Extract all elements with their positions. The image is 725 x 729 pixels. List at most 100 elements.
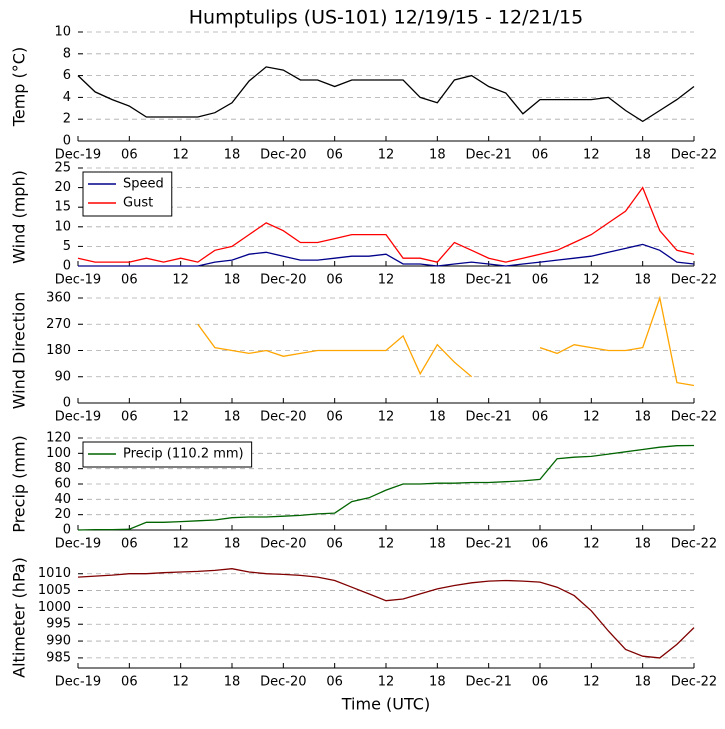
x-tick-label: Dec-22 [671, 410, 717, 425]
x-tick-label: 12 [583, 148, 600, 163]
y-tick-label: 60 [54, 477, 71, 492]
x-tick-label: 12 [378, 675, 395, 690]
x-axis-label: Time (UTC) [341, 695, 430, 714]
x-tick-label: 06 [121, 675, 138, 690]
x-tick-label: 18 [224, 675, 241, 690]
x-tick-label: Dec-19 [55, 675, 101, 690]
x-tick-label: 12 [172, 148, 189, 163]
data-line [197, 295, 695, 387]
y-tick-label: 2 [63, 112, 71, 127]
y-tick-label: 0 [63, 523, 71, 538]
y-tick-label: 120 [46, 431, 71, 446]
y-tick-label: 180 [46, 343, 71, 358]
x-tick-label: 18 [224, 273, 241, 288]
x-tick-label: 18 [429, 675, 446, 690]
x-tick-label: Dec-20 [260, 537, 306, 552]
y-tick-label: 10 [54, 25, 71, 40]
y-tick-label: 985 [46, 650, 71, 665]
legend-label: Precip (110.2 mm) [123, 447, 244, 462]
x-tick-label: 12 [172, 410, 189, 425]
y-tick-label: 20 [54, 507, 71, 522]
x-tick-label: 18 [224, 537, 241, 552]
x-tick-label: 06 [326, 537, 343, 552]
x-tick-label: 06 [326, 675, 343, 690]
y-tick-label: 90 [54, 369, 71, 384]
y-tick-label: 6 [63, 68, 71, 83]
x-tick-label: 06 [532, 537, 549, 552]
x-tick-label: 18 [224, 410, 241, 425]
x-tick-label: 06 [532, 410, 549, 425]
x-tick-label: 06 [532, 148, 549, 163]
x-tick-label: 12 [172, 537, 189, 552]
y-axis-label: Precip (mm) [10, 435, 29, 533]
x-tick-label: 18 [634, 410, 651, 425]
x-tick-label: Dec-21 [465, 675, 511, 690]
x-tick-label: 12 [583, 273, 600, 288]
x-tick-label: 06 [326, 410, 343, 425]
x-tick-label: 06 [326, 148, 343, 163]
x-tick-label: Dec-19 [55, 410, 101, 425]
x-tick-label: 06 [532, 273, 549, 288]
x-tick-label: 12 [378, 537, 395, 552]
y-tick-label: 1005 [38, 583, 71, 598]
x-tick-label: 12 [583, 410, 600, 425]
x-tick-label: 12 [378, 273, 395, 288]
x-tick-label: Dec-22 [671, 537, 717, 552]
x-tick-label: 06 [121, 410, 138, 425]
y-tick-label: 0 [63, 396, 71, 411]
x-tick-label: 12 [172, 675, 189, 690]
y-axis-label: Temp (°C) [10, 47, 29, 127]
x-tick-label: 12 [378, 410, 395, 425]
y-tick-label: 8 [63, 46, 71, 61]
x-tick-label: Dec-19 [55, 537, 101, 552]
data-line [77, 568, 695, 659]
x-tick-label: Dec-20 [260, 148, 306, 163]
x-tick-label: Dec-21 [465, 537, 511, 552]
data-line [77, 186, 695, 263]
x-tick-label: Dec-19 [55, 148, 101, 163]
y-tick-label: 40 [54, 492, 71, 507]
y-tick-label: 15 [54, 200, 71, 215]
y-tick-label: 1010 [38, 566, 71, 581]
x-tick-label: Dec-20 [260, 675, 306, 690]
x-tick-label: 18 [224, 148, 241, 163]
x-tick-label: 18 [634, 273, 651, 288]
x-tick-label: 18 [634, 148, 651, 163]
x-tick-label: Dec-19 [55, 273, 101, 288]
x-tick-label: Dec-22 [671, 148, 717, 163]
x-tick-label: 06 [121, 537, 138, 552]
x-tick-label: 18 [429, 148, 446, 163]
y-tick-label: 1000 [38, 600, 71, 615]
x-tick-label: Dec-21 [465, 273, 511, 288]
x-tick-label: 12 [172, 273, 189, 288]
legend-box [82, 171, 173, 217]
x-tick-label: 12 [583, 675, 600, 690]
legend-label: Gust [123, 196, 153, 211]
x-tick-label: 18 [634, 537, 651, 552]
y-tick-label: 100 [46, 446, 71, 461]
x-tick-label: 12 [378, 148, 395, 163]
y-tick-label: 4 [63, 90, 71, 105]
y-tick-label: 990 [46, 634, 71, 649]
y-tick-label: 995 [46, 617, 71, 632]
y-tick-label: 25 [54, 161, 71, 176]
data-line [78, 243, 695, 267]
x-tick-label: 06 [121, 148, 138, 163]
x-tick-label: 18 [634, 675, 651, 690]
figure-title: Humptulips (US-101) 12/19/15 - 12/21/15 [189, 7, 584, 29]
x-tick-label: Dec-20 [260, 410, 306, 425]
data-line [77, 444, 695, 531]
y-tick-label: 10 [54, 219, 71, 234]
x-tick-label: Dec-21 [465, 148, 511, 163]
x-tick-label: 18 [429, 273, 446, 288]
y-tick-label: 80 [54, 461, 71, 476]
x-tick-label: Dec-21 [465, 410, 511, 425]
x-tick-label: 06 [326, 273, 343, 288]
y-tick-label: 0 [63, 134, 71, 149]
y-tick-label: 20 [54, 180, 71, 195]
x-tick-label: 18 [429, 537, 446, 552]
y-axis-label: Wind (mph) [10, 170, 29, 264]
x-tick-label: 06 [121, 273, 138, 288]
x-tick-label: 06 [532, 675, 549, 690]
